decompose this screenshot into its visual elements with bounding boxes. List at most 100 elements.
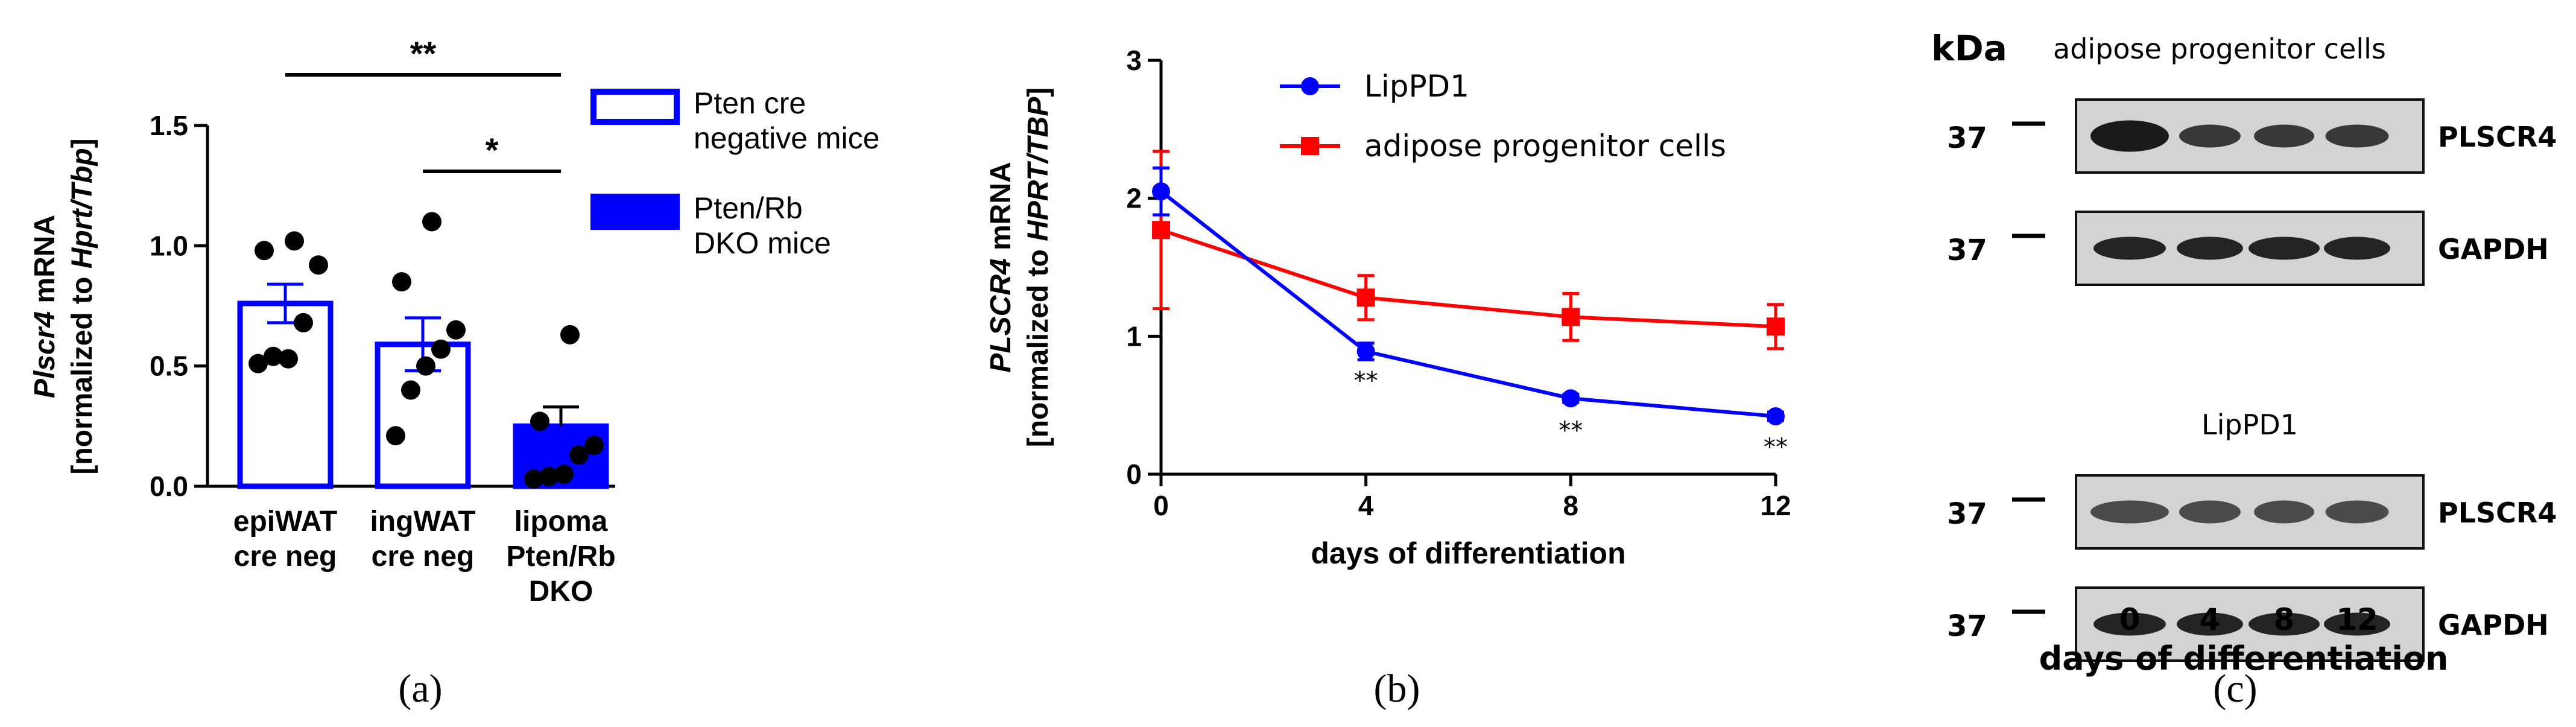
x-axis-title: days of differentiation bbox=[1311, 536, 1625, 570]
y-axis-title-line2: [normalized to Hprt/Tbp] bbox=[66, 138, 98, 474]
data-point bbox=[279, 349, 298, 369]
series-line bbox=[1160, 228, 1776, 329]
y-tick-label: 1 bbox=[1126, 320, 1142, 352]
blot-band bbox=[2090, 500, 2169, 524]
data-point bbox=[1152, 182, 1170, 201]
significance-label: ** bbox=[1354, 367, 1378, 395]
blot-band bbox=[2324, 612, 2390, 636]
panel-label-c: (c) bbox=[2213, 667, 2257, 711]
data-point bbox=[401, 380, 420, 400]
x-category-label: epiWAT bbox=[233, 506, 337, 538]
blot-protein-label: GAPDH bbox=[2438, 609, 2549, 641]
blot-band bbox=[2179, 500, 2241, 524]
significance-label: ** bbox=[1559, 417, 1583, 445]
data-point bbox=[416, 356, 435, 376]
data-point bbox=[386, 426, 405, 446]
blot-band bbox=[2248, 237, 2320, 260]
y-tick-label: 0.0 bbox=[150, 471, 188, 502]
x-category-label: DKO bbox=[529, 576, 593, 608]
legend-marker bbox=[1301, 137, 1319, 155]
data-point bbox=[539, 467, 559, 487]
y-tick-label: 3 bbox=[1126, 45, 1142, 76]
blot-band bbox=[2324, 237, 2390, 260]
kda-label: kDa bbox=[1931, 28, 2007, 69]
y-axis-title: PLSCR4 mRNA bbox=[985, 162, 1017, 372]
data-point bbox=[1562, 308, 1580, 326]
x-tick-label: 8 bbox=[1563, 490, 1579, 521]
legend-label: adipose progenitor cells bbox=[1364, 129, 1726, 163]
mw-marker-label: 37 bbox=[1947, 121, 1987, 155]
legend-label: negative mice bbox=[694, 121, 880, 155]
legend-label: LipPD1 bbox=[1364, 69, 1469, 104]
x-axis-title: days of differentiation bbox=[2039, 640, 2449, 678]
x-tick-label: 12 bbox=[1760, 490, 1791, 521]
data-point bbox=[264, 346, 283, 366]
significance-label: ** bbox=[410, 34, 437, 72]
mw-marker-label: 37 bbox=[1947, 609, 1987, 643]
legend-label: Pten cre bbox=[694, 86, 806, 120]
blot-block-title: adipose progenitor cells bbox=[2053, 33, 2386, 65]
significance-label: * bbox=[486, 131, 499, 169]
data-point bbox=[255, 241, 274, 261]
lane-label: 4 bbox=[2200, 602, 2221, 637]
data-point bbox=[1356, 342, 1375, 361]
mw-marker-label: 37 bbox=[1947, 497, 1987, 531]
blot-band bbox=[2325, 500, 2389, 524]
mw-marker-label: 37 bbox=[1947, 233, 1987, 267]
data-point bbox=[1152, 221, 1170, 240]
data-point bbox=[1767, 317, 1785, 336]
x-tick-label: 4 bbox=[1358, 490, 1374, 521]
data-point bbox=[554, 465, 574, 484]
y-tick-label: 0.5 bbox=[150, 351, 188, 382]
data-point bbox=[422, 212, 441, 232]
y-tick-label: 0 bbox=[1126, 459, 1142, 490]
legend-marker bbox=[1301, 77, 1319, 95]
data-point bbox=[285, 231, 304, 251]
panel-label-a: (a) bbox=[398, 667, 442, 711]
western-blot-panel-c: kDa adipose progenitor cells 37 PLSCR4 37 GAP… bbox=[1931, 28, 2557, 678]
x-category-label: ingWAT bbox=[370, 506, 475, 538]
y-tick-label: 1.5 bbox=[150, 110, 188, 141]
data-point bbox=[248, 354, 268, 373]
data-point bbox=[1767, 407, 1785, 425]
blot-band bbox=[2248, 612, 2320, 636]
legend-swatch bbox=[590, 89, 680, 125]
y-axis-title-line2: [normalized to HPRT/TBP] bbox=[1022, 87, 1054, 447]
lane-label: 0 bbox=[2119, 602, 2141, 637]
data-point bbox=[294, 313, 313, 332]
blot-block-title: LipPD1 bbox=[2201, 408, 2298, 441]
panel-label-b: (b) bbox=[1374, 667, 1420, 711]
blot-band bbox=[2093, 237, 2166, 260]
y-axis-title: Plscr4 mRNA bbox=[29, 215, 61, 398]
blot-band bbox=[2325, 124, 2389, 148]
x-category-label: cre neg bbox=[372, 541, 475, 573]
data-point bbox=[431, 339, 451, 359]
data-point bbox=[560, 325, 580, 344]
data-point bbox=[569, 445, 589, 465]
blot-band bbox=[2179, 124, 2241, 148]
significance-label: ** bbox=[1764, 433, 1788, 461]
legend-label: DKO mice bbox=[694, 226, 831, 260]
data-point bbox=[1562, 389, 1580, 408]
x-tick-label: 0 bbox=[1153, 490, 1169, 521]
blot-band bbox=[2090, 120, 2169, 152]
y-tick-label: 2 bbox=[1126, 183, 1142, 214]
bar bbox=[237, 300, 334, 489]
legend-label: Pten/Rb bbox=[694, 191, 803, 225]
data-point bbox=[524, 469, 543, 489]
x-category-label: lipoma bbox=[514, 506, 608, 538]
data-point bbox=[309, 255, 328, 275]
blot-protein-label: PLSCR4 bbox=[2438, 121, 2557, 153]
blot-band bbox=[2254, 124, 2314, 148]
blot-band bbox=[2177, 612, 2243, 636]
blot-band bbox=[2093, 612, 2166, 636]
data-point bbox=[584, 436, 604, 456]
series-line bbox=[1160, 189, 1776, 418]
blot-band bbox=[2177, 237, 2243, 260]
lane-label: 8 bbox=[2274, 602, 2295, 637]
x-category-label: Pten/Rb bbox=[506, 541, 615, 573]
x-category-label: cre neg bbox=[234, 541, 337, 573]
